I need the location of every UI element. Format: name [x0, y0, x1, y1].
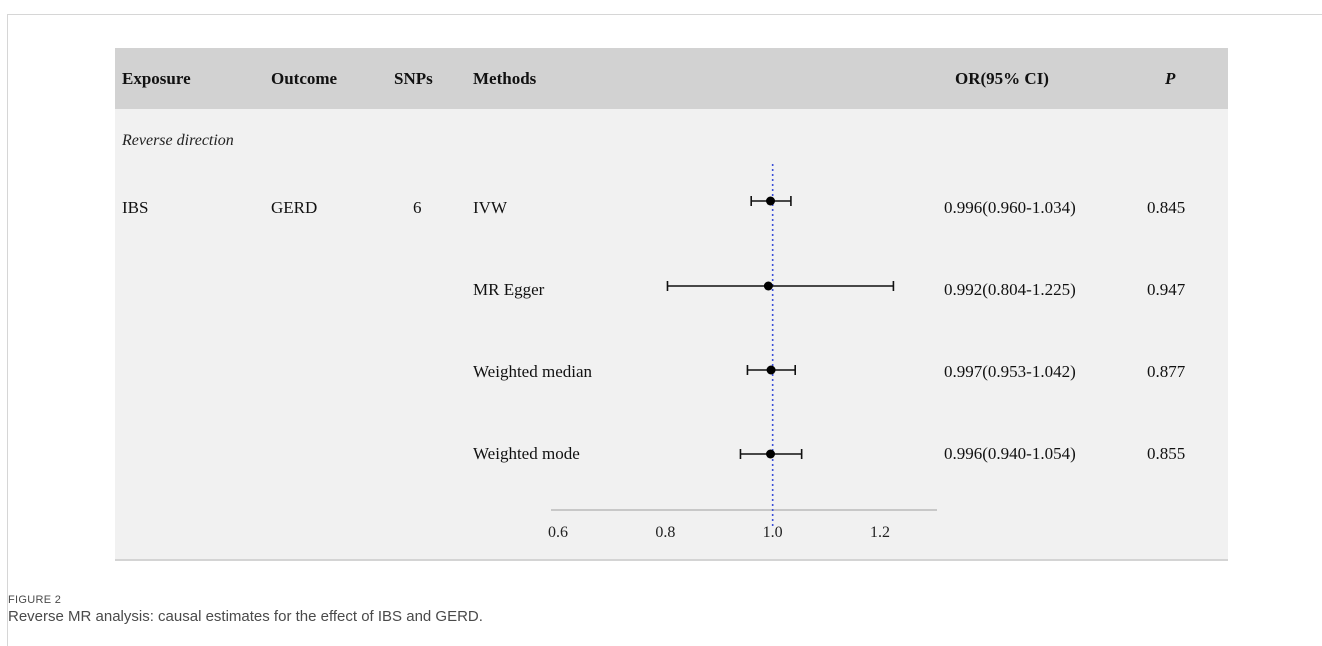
or-ci-value: 0.992(0.804-1.225) [944, 280, 1076, 299]
page-frame [7, 14, 1322, 646]
section-label: Reverse direction [122, 132, 234, 149]
figure-label: FIGURE 2 [8, 594, 62, 606]
header-exposure: Exposure [122, 69, 191, 88]
x-tick-label: 1.0 [763, 524, 783, 541]
p-value: 0.845 [1147, 198, 1186, 217]
p-value: 0.855 [1147, 444, 1186, 463]
table-header: Exposure Outcome SNPs Methods OR(95% CI)… [115, 48, 1228, 109]
method-label: Weighted median [473, 362, 593, 381]
or-ci-value: 0.996(0.940-1.054) [944, 444, 1076, 463]
figure-caption: FIGURE 2 Reverse MR analysis: causal est… [8, 593, 1208, 626]
point-estimate [763, 281, 773, 291]
point-estimate [766, 365, 776, 375]
point-estimate [766, 196, 776, 206]
outcome-value: GERD [271, 198, 318, 217]
x-tick-label: 0.6 [548, 524, 568, 541]
forest-plot-figure: Exposure Outcome SNPs Methods OR(95% CI)… [115, 48, 1228, 561]
header-or-ci: OR(95% CI) [955, 69, 1049, 88]
header-outcome: Outcome [271, 69, 338, 88]
header-p: P [1165, 69, 1176, 88]
p-value: 0.947 [1147, 280, 1186, 299]
exposure-value: IBS [122, 198, 149, 217]
forest-plot: 0.6 0.8 1.0 1.2 [548, 164, 937, 541]
header-snps: SNPs [394, 69, 433, 88]
snps-value: 6 [413, 198, 422, 217]
x-tick-label: 1.2 [870, 524, 890, 541]
method-label: Weighted mode [473, 444, 580, 463]
x-tick-label: 0.8 [655, 524, 675, 541]
method-label: MR Egger [473, 280, 545, 299]
p-value: 0.877 [1147, 362, 1186, 381]
or-ci-value: 0.997(0.953-1.042) [944, 362, 1076, 381]
or-ci-value: 0.996(0.960-1.034) [944, 198, 1076, 217]
header-methods: Methods [473, 69, 537, 88]
method-label: IVW [473, 198, 507, 217]
point-estimate [766, 449, 776, 459]
panel-bottom-rule [115, 559, 1228, 561]
caption-text: Reverse MR analysis: causal estimates fo… [8, 608, 483, 625]
